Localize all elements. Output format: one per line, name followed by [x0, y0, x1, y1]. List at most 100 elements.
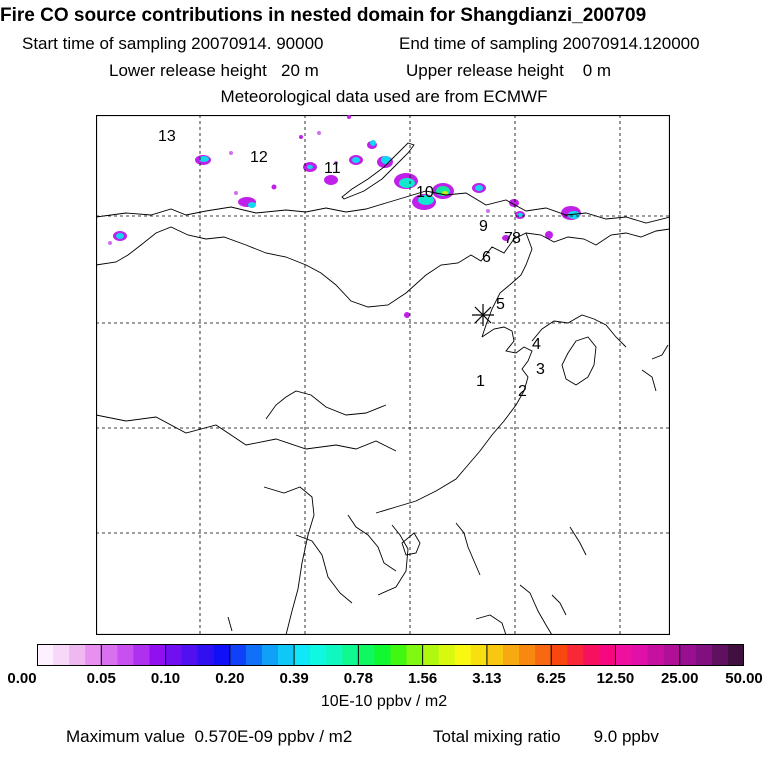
colorbar-tick-label: 0.39 [279, 670, 309, 687]
fire-patch [116, 233, 124, 239]
fire-patch [317, 131, 321, 135]
coastlines [96, 190, 670, 635]
colorbar-cell [374, 644, 392, 666]
colorbar-cell [727, 644, 744, 666]
colorbar-unit-label: 10E-10 ppbv / m2 [320, 693, 448, 710]
colorbar [37, 644, 744, 666]
colorbar-tick-label: 12.50 [596, 670, 635, 687]
fire-patch [509, 199, 519, 207]
colorbar-cell [567, 644, 584, 666]
fire-patch [248, 202, 256, 208]
colorbar-tick-label: 0.20 [215, 670, 245, 687]
colorbar-cell [117, 644, 135, 666]
lower-release-height-label: Lower release height 20 m [109, 61, 319, 80]
colorbar-cell [647, 644, 665, 666]
colorbar-cell [101, 644, 118, 666]
fire-patch [352, 157, 360, 163]
colorbar-cell [326, 644, 343, 666]
colorbar-cell [422, 644, 440, 666]
maximum-value-label: Maximum value 0.570E-09 ppbv / m2 [66, 727, 353, 746]
colorbar-cell [261, 644, 279, 666]
fire-patch [229, 151, 233, 155]
colorbar-tick-label: 0.00 [7, 670, 37, 687]
colorbar-tick-label: 0.10 [150, 670, 181, 687]
colorbar-cell [551, 644, 568, 666]
colorbar-cell [454, 644, 472, 666]
colorbar-cell [342, 644, 359, 666]
fire-patch [299, 135, 303, 139]
colorbar-dividers [100, 644, 681, 666]
region-label-6: 6 [482, 249, 491, 266]
fire-patch [442, 191, 448, 195]
colorbar-cells [37, 644, 744, 666]
fire-patch [486, 209, 490, 213]
colorbar-tick-label: 25.00 [660, 670, 699, 687]
fire-patch [545, 231, 553, 239]
colorbar-cell [631, 644, 649, 666]
colorbar-cell [535, 644, 552, 666]
fire-patch [271, 184, 277, 190]
colorbar-cell [663, 644, 681, 666]
fire-patch [108, 241, 112, 245]
colorbar-cell [615, 644, 633, 666]
fire-patch [404, 312, 410, 318]
map-panel: 1 2 3 4 5 6 7 8 9 10 11 12 13 [96, 115, 670, 635]
colorbar-cell [85, 644, 102, 666]
fire-patch [399, 178, 415, 188]
colorbar-tick-label: 1.56 [408, 670, 438, 687]
colorbar-cell [486, 644, 504, 666]
region-label-13: 13 [158, 128, 176, 145]
receptor-star-marker [472, 304, 494, 326]
total-mixing-ratio-label: Total mixing ratio 9.0 ppbv [433, 727, 659, 746]
colorbar-tick-label: 6.25 [536, 670, 566, 687]
fire-patch [199, 156, 209, 162]
region-label-9: 9 [479, 218, 488, 235]
colorbar-tick-label: 3.13 [472, 670, 502, 687]
colorbar-cell [37, 644, 54, 666]
start-time-label: Start time of sampling 20070914. 90000 [22, 34, 324, 53]
region-label-11: 11 [324, 160, 341, 177]
region-label-3: 3 [536, 361, 545, 378]
colorbar-cell [502, 644, 520, 666]
colorbar-cell [197, 644, 215, 666]
colorbar-frame [37, 644, 744, 666]
graticule [96, 115, 670, 635]
end-time-label: End time of sampling 20070914.120000 [399, 34, 700, 53]
colorbar-cell [599, 644, 617, 666]
fire-patch [502, 235, 510, 241]
lake-baikal [341, 142, 415, 200]
region-label-5: 5 [496, 296, 505, 313]
colorbar-cell [358, 644, 376, 666]
fire-patch [347, 115, 351, 119]
map-frame [96, 115, 670, 635]
fire-patch [370, 140, 376, 146]
region-label-2: 2 [518, 383, 527, 400]
region-label-4: 4 [532, 336, 541, 353]
colorbar-cell [438, 644, 456, 666]
colorbar-tick-label: 0.78 [343, 670, 373, 687]
colorbar-cell [69, 644, 86, 666]
region-label-12: 12 [250, 149, 268, 166]
upper-release-height-label: Upper release height 0 m [406, 61, 612, 80]
plot-title: Fire CO source contributions in nested d… [0, 5, 647, 26]
colorbar-cell [213, 644, 231, 666]
colorbar-cell [406, 644, 424, 666]
fire-patch [418, 195, 434, 205]
colorbar-cell [310, 644, 327, 666]
colorbar-tick-label: 0.05 [86, 670, 116, 687]
region-label-8: 8 [512, 230, 521, 247]
colorbar-cell [519, 644, 536, 666]
met-data-label: Meteorological data used are from ECMWF [220, 87, 548, 106]
colorbar-cell [390, 644, 408, 666]
colorbar-cell [679, 644, 697, 666]
colorbar-cell [695, 644, 713, 666]
region-label-1: 1 [476, 373, 485, 390]
fire-patch [381, 156, 391, 164]
colorbar-cell [583, 644, 600, 666]
colorbar-cell [470, 644, 488, 666]
fire-patch [334, 161, 338, 165]
colorbar-tick-label: 50.00 [725, 670, 763, 687]
fire-patch [234, 191, 238, 195]
fire-patch [568, 211, 580, 219]
colorbar-cell [181, 644, 199, 666]
